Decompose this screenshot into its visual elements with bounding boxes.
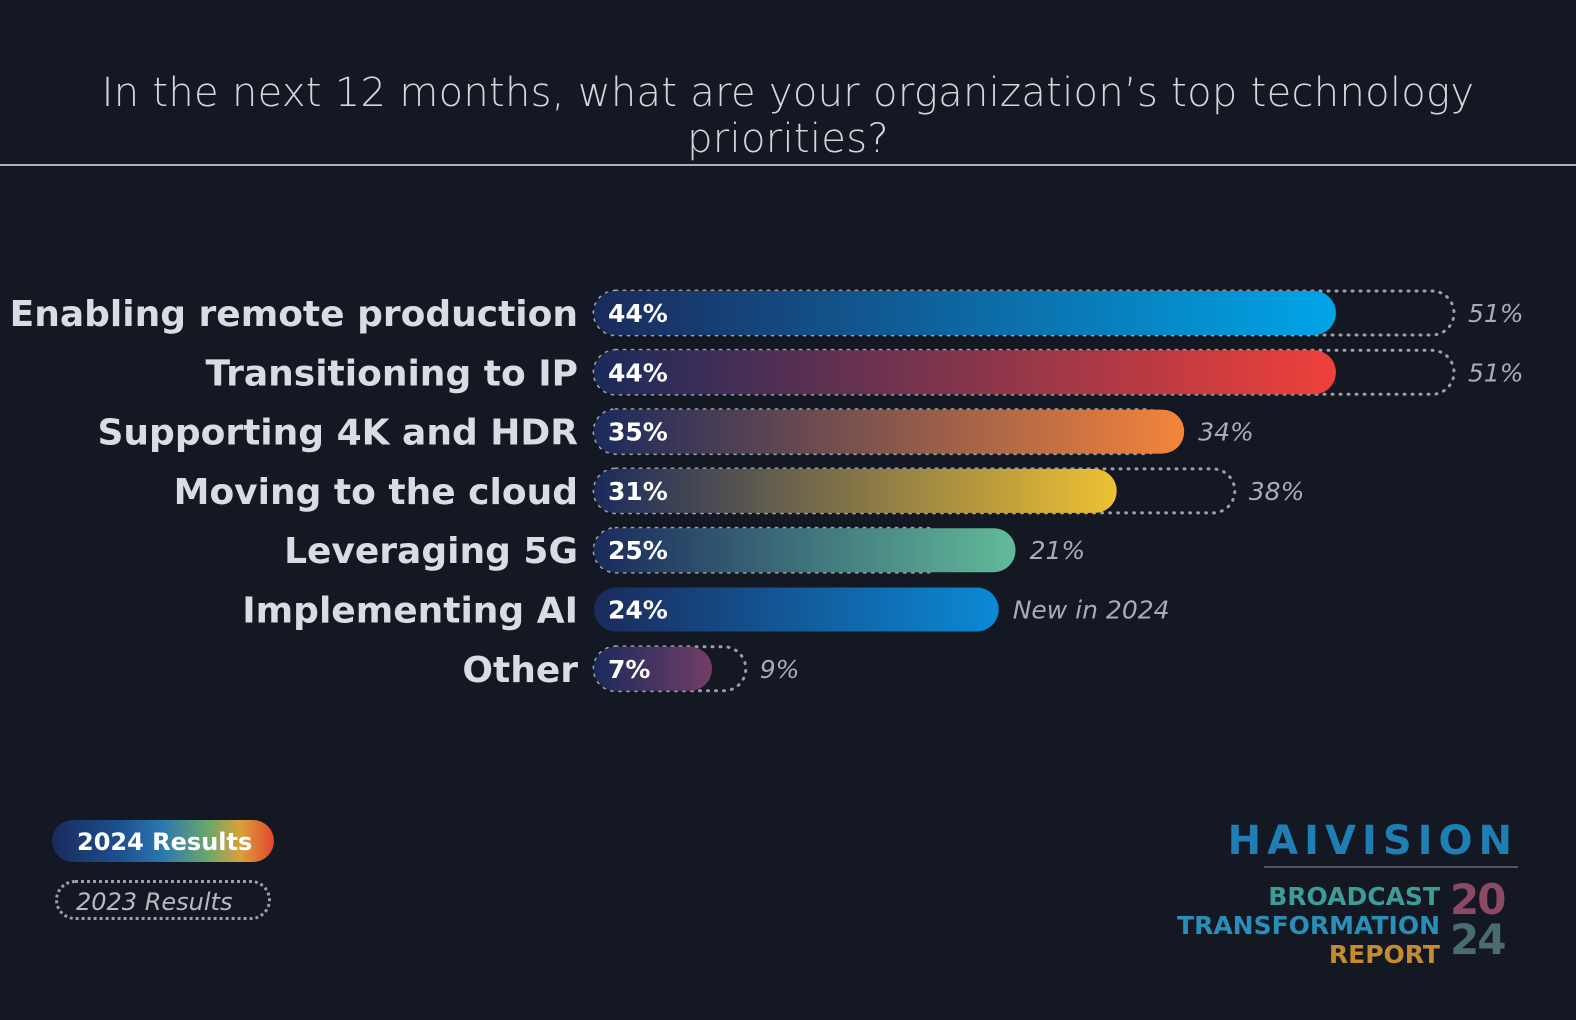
category-label: Implementing AI [242,591,578,632]
bar-2024 [594,350,1336,395]
report-line-1: BROADCAST [1268,882,1440,911]
report-year-bottom: 24 [1450,915,1506,964]
value-label-2024: 44% [608,299,668,328]
report-year-top: 20 [1450,875,1506,924]
legend-2023-swatch: 2023 Results [55,880,271,920]
category-label: Transitioning to IP [206,353,578,394]
value-label-2023: 9% [760,655,800,684]
bar-2024 [594,587,999,632]
category-label: Moving to the cloud [174,472,578,513]
chart-title: In the next 12 months, what are your org… [101,70,1475,162]
value-label-2023: New in 2024 [1013,596,1170,625]
haivision-logo: HAIVISION [1227,818,1518,864]
value-label-2023: 51% [1468,358,1524,387]
value-label-2024: 24% [608,596,668,625]
bar-2024 [594,291,1336,335]
value-label-2023: 51% [1468,299,1524,328]
bar-2024 [594,528,1016,573]
bar-2024 [594,646,713,691]
legend-2023-label: 2023 Results [76,888,233,916]
value-label-2024: 44% [608,358,668,387]
category-label: Other [462,650,578,691]
report-line-2: TRANSFORMATION [1177,911,1440,940]
value-label-2024: 35% [608,418,668,447]
value-label-2023: 21% [1030,536,1086,565]
category-label: Leveraging 5G [284,531,578,572]
value-label-2023: 38% [1249,477,1305,506]
report-title: BROADCAST TRANSFORMATION REPORT [1177,882,1440,969]
bar-chart: Enabling remote production 44% 51% Transiti… [10,289,1524,693]
report-line-3: REPORT [1328,940,1440,969]
value-label-2024: 7% [608,655,650,684]
bar-2024 [594,409,1185,454]
bar-2024 [594,468,1117,513]
category-label: Supporting 4K and HDR [98,413,579,454]
category-label: Enabling remote production [10,294,578,335]
legend-2024-swatch: 2024 Results [52,820,274,862]
value-label-2023: 34% [1198,418,1254,447]
brand-divider [1264,866,1518,868]
value-label-2024: 31% [608,477,668,506]
legend-2024-label: 2024 Results [77,828,253,856]
title-divider [0,164,1576,166]
value-label-2024: 25% [608,536,668,565]
report-year-logo: 20 24 [1450,875,1520,964]
